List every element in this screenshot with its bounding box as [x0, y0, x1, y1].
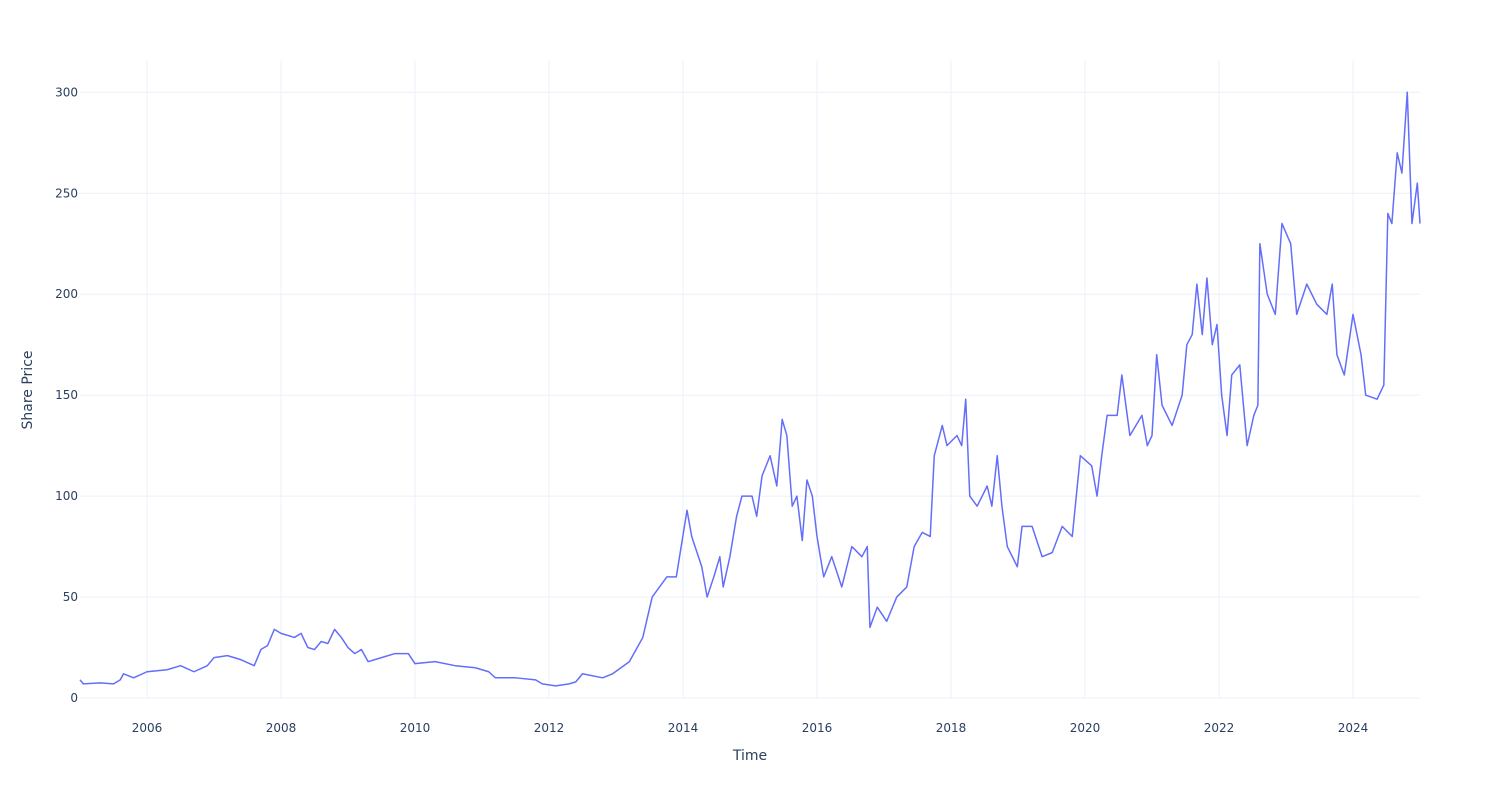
x-tick-label: 2020: [1070, 721, 1101, 735]
price-line: [79, 91, 1421, 687]
y-tick-label: 300: [55, 85, 78, 99]
y-tick-label: 200: [55, 287, 78, 301]
x-tick-label: 2018: [936, 721, 967, 735]
y-tick-label: 150: [55, 388, 78, 402]
x-tick-label: 2024: [1338, 721, 1369, 735]
y-tick-label: 100: [55, 489, 78, 503]
y-tick-label: 250: [55, 186, 78, 200]
x-axis-title: Time: [732, 748, 767, 764]
x-tick-label: 2012: [534, 721, 565, 735]
y-tick-label: 0: [70, 691, 78, 705]
x-tick-label: 2006: [132, 721, 163, 735]
x-tick-label: 2016: [802, 721, 833, 735]
x-tick-label: 2014: [668, 721, 699, 735]
x-tick-label: 2010: [400, 721, 431, 735]
x-tick-label: 2008: [266, 721, 297, 735]
y-axis-title: Share Price: [20, 350, 36, 429]
y-tick-label: 50: [63, 590, 78, 604]
x-tick-label: 2022: [1204, 721, 1235, 735]
